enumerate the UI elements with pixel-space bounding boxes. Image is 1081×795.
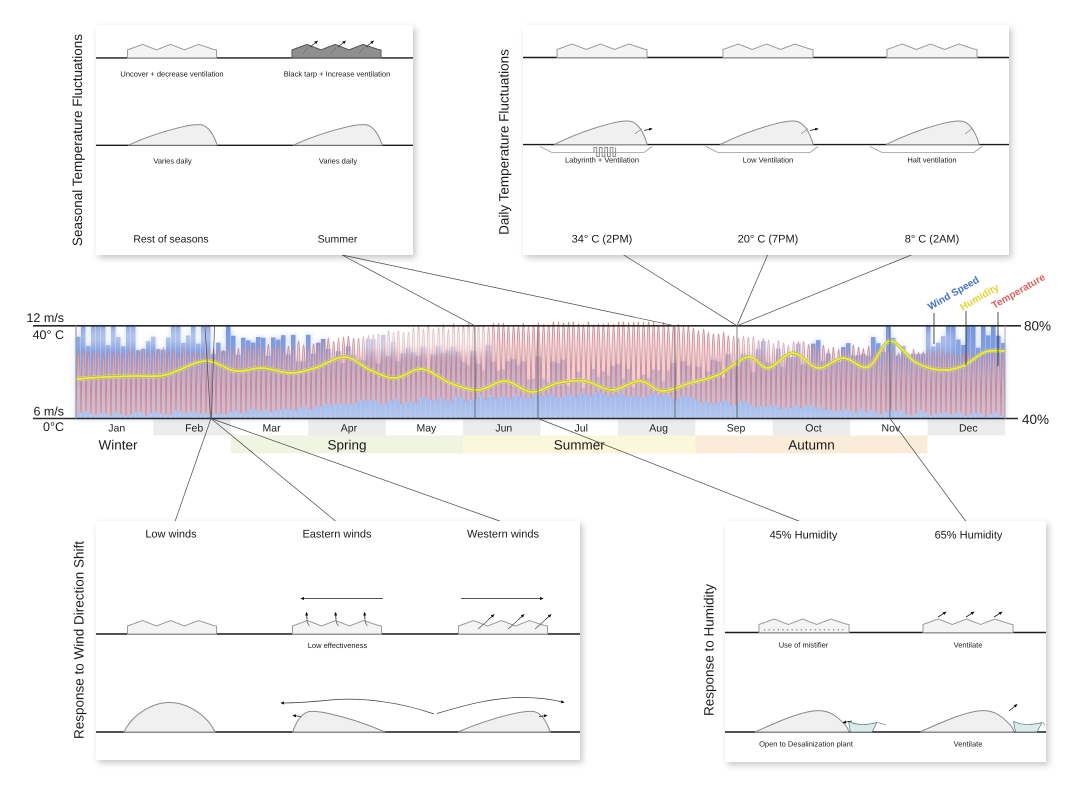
svg-text:Autumn: Autumn	[788, 438, 835, 453]
svg-text:Winter: Winter	[98, 438, 138, 453]
svg-text:34° C (2PM): 34° C (2PM)	[572, 234, 633, 246]
svg-text:Jan: Jan	[108, 423, 125, 435]
svg-text:Rest of seasons: Rest of seasons	[133, 234, 208, 246]
svg-text:8° C (2AM): 8° C (2AM)	[905, 234, 960, 246]
svg-text:Black tarp + Increase ventilat: Black tarp + Increase ventilation	[284, 70, 391, 79]
svg-text:Spring: Spring	[327, 438, 366, 453]
svg-text:Varies daily: Varies daily	[319, 157, 357, 166]
svg-text:Low winds: Low winds	[145, 529, 197, 541]
svg-text:Nov: Nov	[882, 423, 901, 435]
svg-text:Ventilate: Ventilate	[954, 740, 983, 749]
svg-text:Low effectiveness: Low effectiveness	[308, 641, 368, 650]
svg-text:May: May	[416, 423, 437, 435]
svg-text:Response to Humidity: Response to Humidity	[702, 584, 717, 716]
svg-text:Oct: Oct	[805, 423, 821, 435]
svg-text:Open to Desalinization plant: Open to Desalinization plant	[759, 740, 854, 749]
svg-text:Jul: Jul	[574, 423, 587, 435]
svg-text:Apr: Apr	[341, 423, 358, 435]
svg-text:Feb: Feb	[185, 423, 203, 435]
svg-text:Seasonal Temperature Fluctuati: Seasonal Temperature Fluctuations	[70, 34, 85, 246]
svg-text:40° C: 40° C	[33, 328, 64, 342]
svg-text:20° C (7PM): 20° C (7PM)	[738, 234, 799, 246]
svg-text:Mar: Mar	[262, 423, 281, 435]
svg-text:Halt ventilation: Halt ventilation	[907, 156, 956, 165]
svg-text:Eastern winds: Eastern winds	[302, 529, 372, 541]
svg-text:Varies daily: Varies daily	[153, 157, 191, 166]
svg-text:45% Humidity: 45% Humidity	[770, 530, 838, 542]
svg-text:40%: 40%	[1022, 412, 1049, 427]
svg-text:Jun: Jun	[495, 423, 512, 435]
svg-text:6 m/s: 6 m/s	[33, 405, 64, 419]
svg-text:Western winds: Western winds	[467, 529, 539, 541]
svg-text:Dec: Dec	[959, 423, 978, 435]
svg-text:12 m/s: 12 m/s	[26, 311, 64, 325]
svg-text:Uncover + decrease ventilation: Uncover + decrease ventilation	[120, 70, 223, 79]
svg-text:Low Ventilation: Low Ventilation	[743, 156, 793, 165]
svg-text:Response to Wind Direction Shi: Response to Wind Direction Shift	[72, 541, 87, 739]
svg-text:Sep: Sep	[727, 423, 746, 435]
svg-text:Use of mistifier: Use of mistifier	[779, 641, 829, 650]
svg-text:Summer: Summer	[318, 234, 358, 246]
svg-text:Aug: Aug	[649, 423, 668, 435]
svg-text:Summer: Summer	[554, 438, 606, 453]
svg-text:0°C: 0°C	[43, 420, 64, 434]
svg-text:Labyrinth + Ventilation: Labyrinth + Ventilation	[565, 156, 639, 165]
svg-text:Daily Temperature Fluctuations: Daily Temperature Fluctuations	[497, 49, 512, 235]
svg-text:80%: 80%	[1024, 319, 1051, 334]
svg-text:65% Humidity: 65% Humidity	[935, 530, 1003, 542]
svg-text:Ventilate: Ventilate	[954, 641, 983, 650]
